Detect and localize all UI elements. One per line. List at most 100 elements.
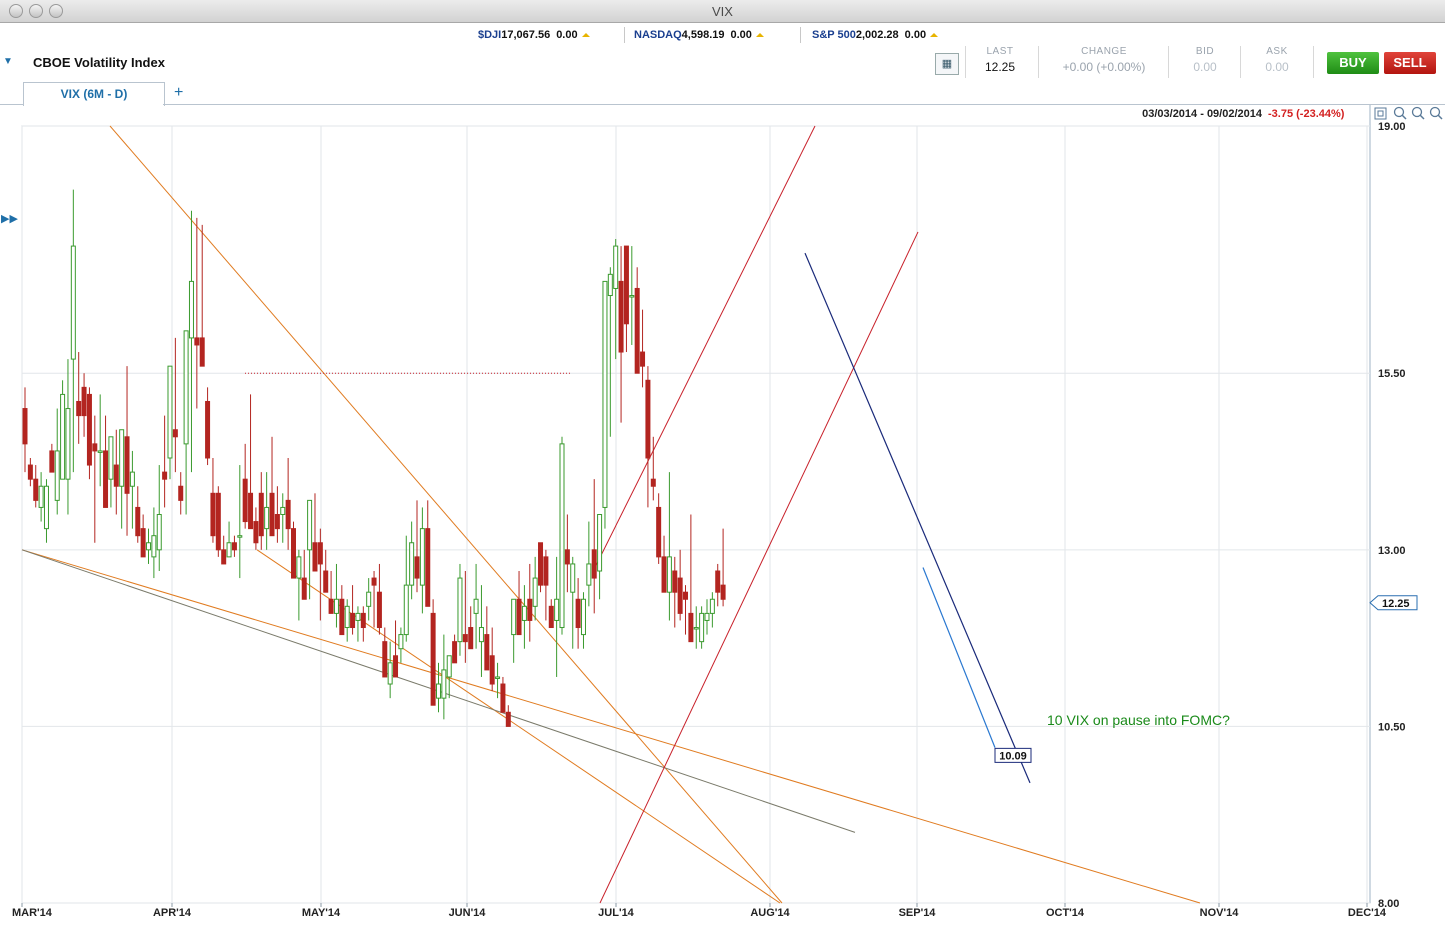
candle-body — [76, 400, 82, 417]
candle-body — [113, 464, 119, 487]
x-tick-label: JUL'14 — [598, 907, 635, 919]
y-tick-label: 13.00 — [1378, 545, 1406, 557]
minimize-window-button[interactable] — [29, 4, 43, 18]
trendline-up-channel-lower — [599, 231, 919, 904]
quote-divider — [1313, 46, 1314, 78]
candle-body — [661, 556, 667, 593]
candle-body — [516, 598, 522, 636]
unchanged-triangle-icon — [581, 33, 590, 38]
candle — [242, 443, 248, 529]
candle — [473, 563, 479, 649]
candle — [640, 309, 646, 388]
candle — [194, 217, 200, 409]
candle — [156, 465, 162, 572]
zoom-window-button[interactable] — [49, 4, 63, 18]
candle — [484, 606, 490, 671]
ticker-symbol: $DJI — [478, 29, 502, 41]
ticker-value: 17,067.56 — [501, 29, 551, 41]
candle-body — [441, 669, 447, 699]
candle — [92, 415, 98, 543]
candle-body — [484, 634, 490, 671]
candle — [618, 246, 624, 423]
candle — [715, 563, 721, 607]
candle — [688, 514, 694, 643]
candle-body — [140, 528, 146, 558]
quote-last-label: LAST — [986, 46, 1014, 57]
candle-body — [527, 598, 533, 621]
window-titlebar: VIX — [0, 0, 1445, 23]
candle — [613, 239, 619, 360]
candle-body — [564, 549, 570, 565]
ticker-dji[interactable]: $DJI17,067.56 0.00 — [478, 29, 590, 43]
trendline-upper-channel — [109, 125, 783, 904]
zoom-reset-icon[interactable] — [1374, 107, 1387, 120]
candle-body — [248, 492, 254, 530]
candle — [720, 528, 726, 607]
chart-annotation: 10 VIX on pause into FOMC? — [1047, 712, 1230, 728]
buy-button[interactable]: BUY — [1327, 52, 1379, 74]
candle-body — [489, 655, 495, 685]
candle — [129, 450, 135, 529]
tab-strip-line — [163, 104, 1445, 105]
candle — [280, 493, 286, 543]
candle-body — [350, 612, 356, 629]
ticker-nasdaq[interactable]: NASDAQ4,598.19 0.00 — [634, 29, 764, 43]
zoom-in-icon[interactable] — [1393, 106, 1407, 120]
candle-body — [119, 429, 125, 487]
candle — [366, 578, 372, 621]
candle — [629, 246, 635, 345]
candle — [645, 366, 651, 508]
candle — [344, 599, 350, 642]
candle — [414, 500, 420, 593]
candle-body — [425, 528, 431, 607]
target-label: 10.09 — [999, 750, 1027, 762]
candle-body — [81, 386, 87, 417]
tab-vix-chart[interactable]: VIX (6M - D) — [23, 82, 165, 106]
candle-body — [645, 379, 651, 459]
trendline-downtrend — [804, 252, 1031, 784]
candle — [478, 585, 484, 677]
candle — [500, 676, 506, 713]
add-tab-button[interactable]: + — [174, 84, 184, 101]
candle-body — [221, 549, 227, 565]
y-tick-label: 15.50 — [1378, 368, 1406, 380]
zoom-fit-icon[interactable] — [1429, 106, 1443, 120]
sell-button[interactable]: SELL — [1384, 52, 1436, 74]
candle — [333, 563, 339, 628]
candle — [140, 514, 146, 558]
x-tick-label: AUG'14 — [750, 907, 790, 919]
candle — [360, 606, 366, 642]
quote-change: CHANGE +0.00 (+0.00%) — [1044, 46, 1164, 78]
y-tick-label: 10.50 — [1378, 721, 1406, 733]
candle-body — [715, 570, 721, 593]
expand-panel-icon[interactable]: ▶▶ — [1, 213, 18, 225]
quote-bid-label: BID — [1195, 46, 1215, 57]
quote-divider — [1038, 46, 1039, 78]
candle-body — [344, 605, 350, 629]
icon-shape — [1411, 106, 1423, 118]
candle-body — [366, 591, 372, 607]
candle-body — [634, 287, 640, 374]
candle — [430, 599, 436, 706]
candle — [43, 479, 49, 543]
candle — [683, 585, 689, 635]
candle-body — [167, 365, 173, 459]
candle — [248, 394, 254, 530]
chart-settings-icon[interactable]: ▦ — [935, 53, 959, 75]
candle-body — [430, 612, 436, 706]
candle-body — [146, 542, 152, 551]
candle — [575, 578, 581, 649]
candle-body — [355, 612, 361, 621]
ticker-sp500[interactable]: S&P 5002,002.28 0.00 — [812, 29, 939, 43]
candle-body — [462, 634, 468, 643]
x-tick-label: DEC'14 — [1348, 907, 1387, 919]
target-label-box — [994, 747, 1032, 763]
collapse-chevron-icon[interactable]: ▼ — [3, 56, 13, 67]
candle-body — [521, 605, 527, 621]
close-window-button[interactable] — [9, 4, 23, 18]
window-title: VIX — [712, 4, 733, 19]
zoom-out-icon[interactable] — [1411, 106, 1425, 120]
candle-body — [194, 337, 200, 346]
candle — [76, 352, 82, 444]
